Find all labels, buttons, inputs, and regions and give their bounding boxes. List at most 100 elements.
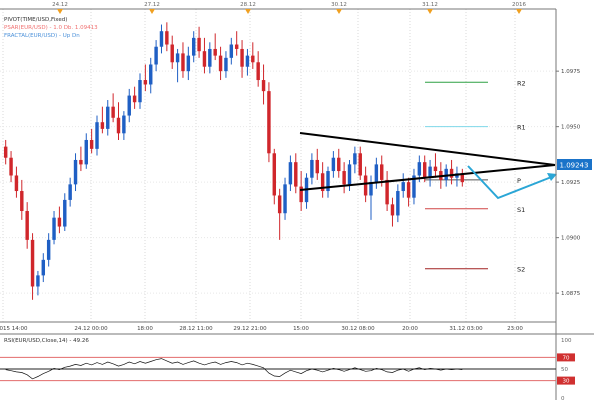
candle-body bbox=[41, 259, 46, 276]
candle-body bbox=[73, 159, 78, 185]
projection-arrow bbox=[467, 165, 555, 200]
candle-body bbox=[433, 166, 438, 172]
pivot-label-s2: S2 bbox=[517, 266, 525, 274]
candle-body bbox=[149, 64, 153, 85]
candle-body bbox=[406, 182, 411, 198]
candle-body bbox=[449, 168, 454, 178]
candle-body bbox=[267, 91, 271, 154]
y-tick-label: 1.0875 bbox=[561, 291, 581, 297]
axes bbox=[0, 8, 594, 400]
upper-trendline bbox=[299, 132, 556, 166]
trendline-drawings bbox=[299, 132, 557, 200]
top-date-labels: 24.12 27.12 28.12 30.12 31.12 2016 bbox=[52, 2, 526, 14]
candle-body bbox=[9, 157, 13, 176]
candle-body bbox=[63, 199, 67, 227]
candle-body bbox=[310, 159, 314, 178]
top-date-label: 30.12 bbox=[331, 2, 347, 8]
x-axis-label: 23:00 bbox=[507, 326, 523, 332]
candle-body bbox=[261, 80, 266, 92]
candle-body bbox=[89, 139, 94, 149]
candle-body bbox=[197, 37, 201, 52]
candle-body bbox=[170, 44, 174, 63]
candle-body bbox=[347, 164, 352, 185]
legend: PIVOT(TIME/USD,Fixed) PSAR(EUR/USD) - 1.… bbox=[4, 17, 98, 39]
candle-body bbox=[100, 122, 105, 129]
legend-psar: PSAR(EUR/USD) - 1.0 Db. 1.09413 bbox=[4, 25, 98, 31]
candle-body bbox=[245, 55, 250, 67]
top-date-label: 28.12 bbox=[240, 2, 256, 8]
candle-body bbox=[412, 175, 416, 198]
candle-body bbox=[277, 195, 282, 214]
candle-body bbox=[132, 95, 137, 103]
rsi-tick-label: 30 bbox=[563, 379, 570, 385]
x-axis-label: 29.12 21:00 bbox=[233, 326, 267, 332]
candle-body bbox=[111, 106, 115, 118]
candle-body bbox=[428, 166, 432, 178]
candle-body bbox=[208, 48, 212, 67]
candle-body bbox=[444, 168, 448, 180]
candle-body bbox=[272, 153, 277, 196]
top-date-label: 27.12 bbox=[144, 2, 160, 8]
rsi-tick-box bbox=[557, 353, 575, 362]
x-axis-label: 15:00 bbox=[293, 326, 309, 332]
rsi-label: RSI(EUR/USD,Close,14) - 49.26 bbox=[4, 338, 89, 344]
candle-body bbox=[79, 159, 83, 165]
candle-body bbox=[374, 164, 379, 183]
candle-body bbox=[337, 157, 341, 172]
candle-body bbox=[14, 175, 19, 192]
candle-body bbox=[181, 53, 185, 72]
candle-body bbox=[283, 184, 287, 214]
candle-body bbox=[52, 217, 56, 240]
candle-body bbox=[213, 48, 217, 56]
candle-body bbox=[165, 31, 169, 45]
candle-body bbox=[25, 211, 29, 240]
candle-body bbox=[116, 117, 121, 134]
lower-trendline bbox=[299, 164, 556, 191]
top-date-marker bbox=[245, 9, 251, 14]
x-axis-label: 28.12 11:00 bbox=[179, 326, 213, 332]
top-date-label: 31.12 bbox=[422, 2, 438, 8]
candle-body bbox=[363, 175, 368, 196]
pivot-levels: R2 R1 P S1 S2 bbox=[425, 79, 526, 274]
rsi-line bbox=[5, 358, 463, 380]
top-date-marker bbox=[149, 9, 155, 14]
candle-body bbox=[57, 217, 62, 227]
candle-body bbox=[234, 44, 239, 49]
candle-body bbox=[175, 53, 180, 63]
grid bbox=[0, 9, 556, 322]
candle-body bbox=[294, 162, 298, 187]
top-date-marker bbox=[57, 9, 63, 14]
candle-body bbox=[3, 146, 8, 158]
candle-body bbox=[138, 80, 142, 103]
y-tick-label: 1.0975 bbox=[561, 69, 581, 75]
candle-body bbox=[315, 159, 319, 174]
x-axis-label: 18:00 bbox=[137, 326, 153, 332]
current-price-tag: 1.09243 bbox=[557, 159, 592, 170]
candle-body bbox=[288, 162, 293, 185]
pivot-label-s1: S1 bbox=[517, 206, 525, 214]
candle-body bbox=[68, 184, 72, 200]
price-tag-box bbox=[557, 159, 592, 170]
candle-body bbox=[191, 37, 196, 56]
candle-body bbox=[186, 55, 191, 72]
candle-body bbox=[159, 31, 164, 47]
rsi-tick-label: 0 bbox=[561, 396, 565, 400]
candle-body bbox=[342, 171, 346, 185]
projection-arrowhead bbox=[547, 173, 557, 181]
x-axis-label: 20:00 bbox=[402, 326, 418, 332]
candle-body bbox=[122, 115, 126, 134]
candle-body bbox=[229, 44, 234, 58]
candle-body bbox=[353, 153, 357, 165]
top-date-marker bbox=[427, 9, 433, 14]
candle-body bbox=[390, 204, 395, 216]
candle-body bbox=[299, 186, 303, 203]
x-axis-labels: 22.12.2015 14:00 24.12 00:00 18:00 28.12 11… bbox=[0, 326, 523, 332]
y-tick-label: 1.0925 bbox=[561, 180, 581, 186]
rsi-tick-label: 50 bbox=[561, 367, 568, 373]
rsi-tick-label: 70 bbox=[563, 355, 570, 361]
legend-fractal: FRACTAL(EUR/USD) - Up Dn bbox=[4, 33, 80, 39]
pivot-label-r1: R1 bbox=[517, 124, 526, 132]
candle-body bbox=[20, 191, 24, 212]
